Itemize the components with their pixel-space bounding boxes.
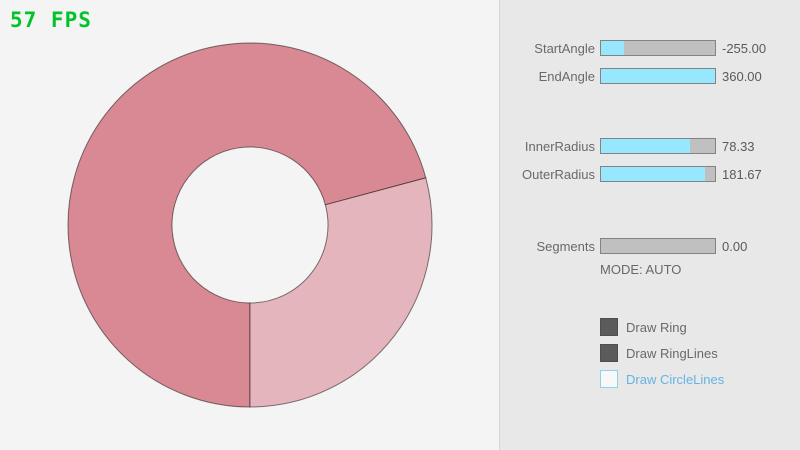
startangle-label: StartAngle [534, 40, 595, 56]
endangle-label: EndAngle [538, 68, 595, 84]
slider-row-endangle: EndAngle 360.00 [500, 68, 800, 84]
outerradius-slider-fill [601, 167, 705, 181]
slider-row-outerradius: OuterRadius 181.67 [500, 166, 800, 182]
draw-ring-checkbox-row: Draw Ring [600, 318, 687, 336]
draw-circlelines-checkbox-row: Draw CircleLines [600, 370, 724, 388]
ring-light-segment [249, 177, 433, 408]
innerradius-slider[interactable] [600, 138, 716, 154]
draw-circlelines-checkbox[interactable] [600, 370, 618, 388]
draw-ring-label: Draw Ring [626, 319, 687, 335]
draw-ringlines-checkbox-row: Draw RingLines [600, 344, 718, 362]
draw-ring-checkbox[interactable] [600, 318, 618, 336]
endangle-slider-fill [601, 69, 715, 83]
innerradius-slider-fill [601, 139, 690, 153]
startangle-value: -255.00 [722, 40, 767, 56]
endangle-slider[interactable] [600, 68, 716, 84]
fps-counter: 57 FPS [10, 8, 92, 32]
startangle-slider[interactable] [600, 40, 716, 56]
slider-row-startangle: StartAngle -255.00 [500, 40, 800, 56]
draw-ringlines-label: Draw RingLines [626, 345, 718, 361]
endangle-value: 360.00 [722, 68, 762, 84]
mode-label: MODE: AUTO [600, 262, 682, 277]
segments-label: Segments [536, 238, 595, 254]
ring-dark-segment [67, 42, 427, 408]
startangle-slider-fill [601, 41, 624, 55]
outerradius-slider[interactable] [600, 166, 716, 182]
innerradius-label: InnerRadius [524, 138, 595, 154]
segments-value: 0.00 [722, 238, 748, 254]
innerradius-value: 78.33 [722, 138, 755, 154]
slider-row-innerradius: InnerRadius 78.33 [500, 138, 800, 154]
segments-slider[interactable] [600, 238, 716, 254]
draw-ringlines-checkbox[interactable] [600, 344, 618, 362]
draw-circlelines-label: Draw CircleLines [626, 371, 725, 387]
slider-row-segments: Segments 0.00 [500, 238, 800, 254]
outerradius-value: 181.67 [722, 166, 762, 182]
outerradius-label: OuterRadius [522, 166, 595, 182]
